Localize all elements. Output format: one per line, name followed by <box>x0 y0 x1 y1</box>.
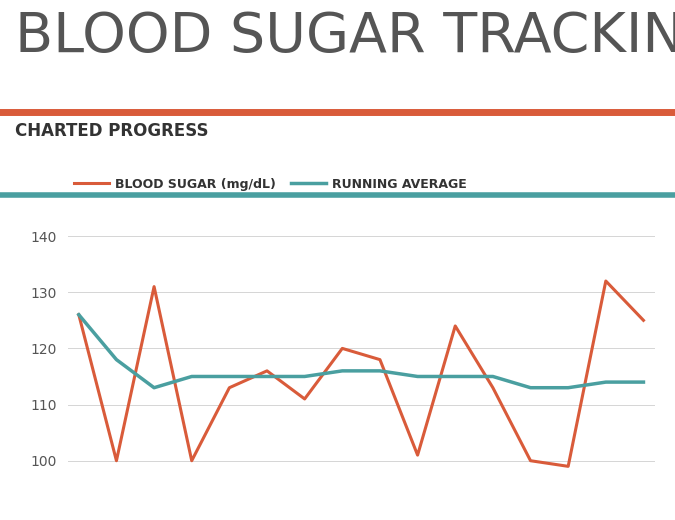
Text: BLOOD SUGAR TRACKING: BLOOD SUGAR TRACKING <box>15 10 675 64</box>
Text: CHARTED PROGRESS: CHARTED PROGRESS <box>15 122 209 140</box>
Legend: BLOOD SUGAR (mg/dL), RUNNING AVERAGE: BLOOD SUGAR (mg/dL), RUNNING AVERAGE <box>74 177 467 190</box>
